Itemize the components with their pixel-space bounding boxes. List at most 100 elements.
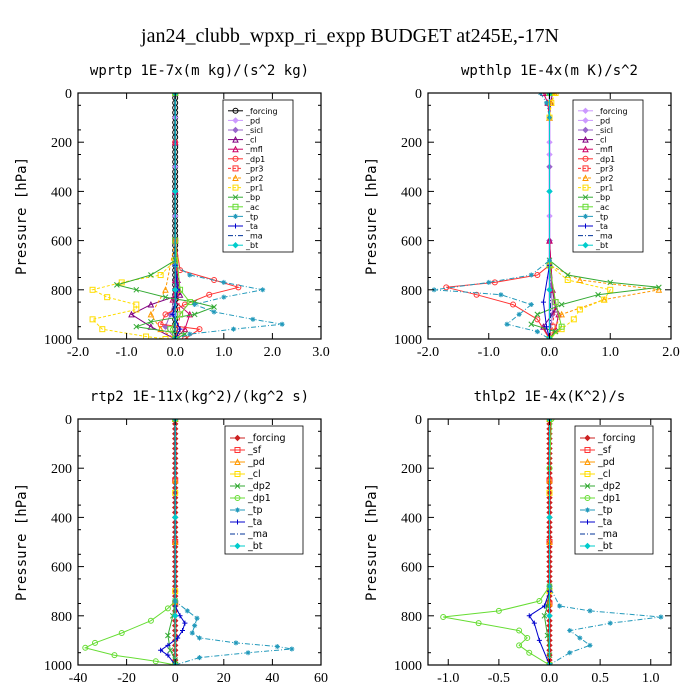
legend-label: _pr1 <box>595 184 613 193</box>
legend-label: _dp1 <box>597 493 621 504</box>
data-point <box>182 331 188 337</box>
legend-label: _forcing <box>247 433 286 444</box>
series-line-ta <box>159 419 186 665</box>
legend-marker <box>582 107 589 115</box>
data-point <box>211 309 217 315</box>
data-point <box>162 294 169 301</box>
data-point <box>546 188 553 195</box>
data-point <box>170 311 176 317</box>
legend-label: _forcing <box>597 433 636 444</box>
panel-title: thlp2 1E-4x(K^2)/s <box>474 389 626 405</box>
x-tick-label: 1.0 <box>215 345 233 360</box>
y-tick-label: 600 <box>401 561 422 576</box>
x-tick-label: 1.0 <box>602 345 620 360</box>
legend-label: _ma <box>245 232 263 241</box>
data-point <box>552 299 559 306</box>
x-tick-label: -1.0 <box>478 345 500 360</box>
data-point <box>546 612 553 620</box>
x-tick-label: 40 <box>265 671 279 686</box>
data-point <box>543 100 549 106</box>
data-point <box>99 326 106 333</box>
y-tick-label: 800 <box>401 610 422 625</box>
y-tick-label: 200 <box>401 136 422 151</box>
data-point <box>197 655 202 661</box>
legend-label: _ta <box>245 222 258 231</box>
legend-marker <box>582 155 589 162</box>
data-point <box>570 316 577 323</box>
legend-label: _forcing <box>595 107 628 116</box>
x-tick-label: -40 <box>69 671 88 686</box>
plot-frame <box>77 418 322 666</box>
legend-label: _dp1 <box>247 493 271 504</box>
data-point <box>194 615 200 621</box>
data-point <box>192 623 198 629</box>
data-point <box>82 644 89 651</box>
data-point <box>536 598 543 605</box>
data-point <box>595 291 601 298</box>
data-point <box>587 608 593 614</box>
data-point <box>158 647 164 653</box>
legend-label: _pr1 <box>245 184 263 193</box>
data-point <box>557 603 563 609</box>
legend-marker <box>582 241 589 249</box>
data-point <box>157 272 164 279</box>
data-point <box>289 646 295 652</box>
data-point <box>541 612 548 619</box>
data-point <box>165 632 171 639</box>
chart-panels: wprtp 1E-7x(m kg)/(s^2 kg) Pressure [hPa]… <box>14 63 680 686</box>
y-tick-label: 0 <box>415 87 422 102</box>
data-point <box>546 93 553 96</box>
data-point <box>164 605 171 612</box>
data-point <box>567 650 573 656</box>
legend-label: _ma <box>597 529 618 540</box>
x-tick-label: -20 <box>117 671 136 686</box>
legend-label: _ac <box>595 203 609 212</box>
legend-label: _bt <box>245 241 258 250</box>
y-tick-label: 400 <box>401 511 422 526</box>
x-tick-label: 20 <box>217 671 231 686</box>
legend-marker <box>232 241 239 249</box>
legend-marker <box>585 507 590 513</box>
data-point <box>245 650 251 656</box>
legend-marker <box>232 194 239 201</box>
data-point <box>187 331 193 337</box>
legend-marker <box>232 145 239 153</box>
data-point <box>133 306 140 313</box>
data-point <box>577 635 583 641</box>
legend-marker <box>582 145 589 153</box>
legend-label: _cl <box>245 136 257 145</box>
data-point <box>192 302 198 308</box>
legend-label: _cl <box>595 136 607 145</box>
legend-marker <box>234 458 241 465</box>
legend-label: _ta <box>595 222 608 231</box>
data-point <box>516 627 523 634</box>
panel-title: wpthlp 1E-4x(m K)/s^2 <box>461 63 638 79</box>
legend-label: _tp <box>247 505 263 516</box>
y-tick-label: 400 <box>401 185 422 200</box>
legend-marker <box>234 471 241 477</box>
data-point <box>177 311 184 318</box>
data-point <box>552 93 559 96</box>
data-point <box>607 620 613 626</box>
legend: _forcing_pd_sicl_cl_mfl_dp1_pr3_pr2_pr1_… <box>572 99 644 253</box>
data-point <box>526 613 532 619</box>
data-point <box>133 323 140 330</box>
legend-label: _pd <box>597 457 615 468</box>
series-line-ma <box>549 93 552 339</box>
data-point <box>486 279 492 285</box>
data-point <box>157 325 164 333</box>
data-point <box>162 336 169 339</box>
legend-marker <box>582 135 589 143</box>
data-point <box>567 628 573 634</box>
legend-marker <box>582 165 589 172</box>
legend-marker <box>232 135 239 143</box>
data-point <box>181 336 188 339</box>
y-tick-label: 800 <box>51 610 72 625</box>
data-point <box>260 287 266 293</box>
x-tick-label: -1.0 <box>437 671 459 686</box>
data-point <box>231 326 237 332</box>
data-point <box>498 292 504 298</box>
data-point <box>191 311 198 318</box>
legend-label: _cl <box>597 469 611 480</box>
legend-label: _forcing <box>245 107 278 116</box>
